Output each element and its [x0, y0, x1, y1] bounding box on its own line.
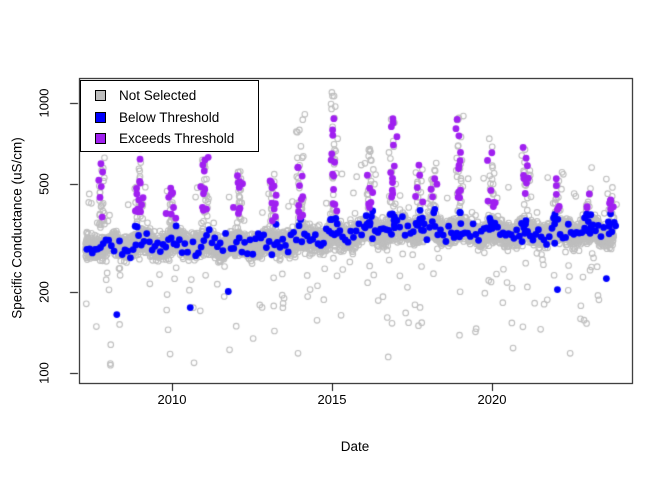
legend-label: Not Selected	[119, 88, 197, 104]
legend-key-below-threshold	[95, 111, 106, 123]
x-tick-label: 2010	[157, 392, 187, 407]
legend-key-not-selected	[95, 90, 106, 102]
x-tick-label: 2020	[477, 392, 507, 407]
legend-item-exceeds-threshold: Exceeds Threshold	[81, 128, 258, 150]
y-tick-label: 1000	[36, 88, 52, 118]
legend-item-below-threshold: Below Threshold	[81, 107, 258, 129]
y-tick-label: 200	[36, 280, 52, 303]
legend: Not Selected Below Threshold Exceeds Thres…	[80, 80, 259, 152]
x-axis-title: Date	[340, 439, 370, 454]
legend-item-not-selected: Not Selected	[81, 85, 258, 107]
legend-key-exceeds-threshold	[95, 133, 106, 145]
y-axis-title: Specific Conductance (uS/cm)	[9, 137, 25, 319]
x-tick-label: 2015	[317, 392, 347, 407]
y-tick-label: 100	[36, 362, 52, 384]
legend-label: Exceeds Threshold	[119, 131, 235, 147]
legend-label: Below Threshold	[119, 109, 220, 125]
y-tick-label: 500	[36, 173, 52, 196]
